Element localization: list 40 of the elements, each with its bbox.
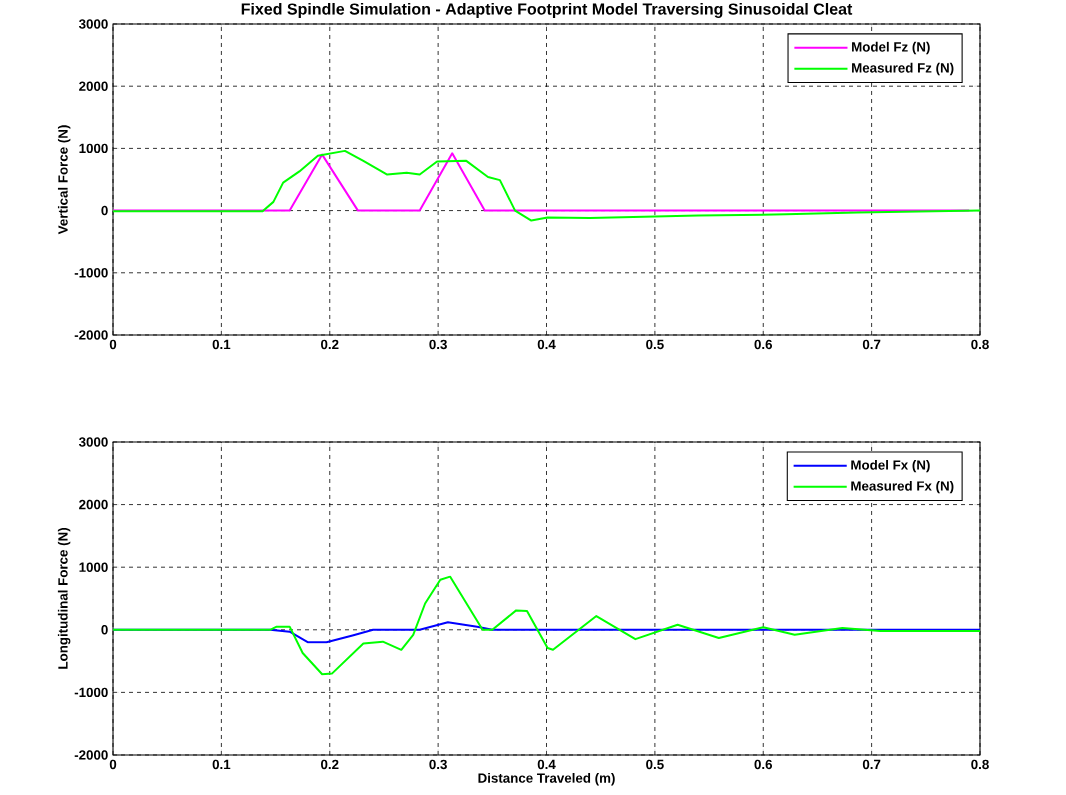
legend-label: Model Fx (N)	[851, 459, 930, 473]
y-axis-title: Vertical Force (N)	[57, 125, 71, 235]
y-tick-label: -2000	[74, 330, 108, 340]
x-tick-label: 0.3	[429, 339, 447, 350]
line-series	[113, 149, 980, 222]
x-tick-label: 0.1	[212, 759, 231, 770]
x-tick-label: 0.7	[862, 339, 881, 350]
x-tick-label: 0.8	[971, 339, 989, 350]
x-tick-label: 0.3	[429, 759, 447, 770]
x-tick-label: 0.4	[537, 339, 556, 350]
y-tick-label: 2000	[79, 499, 108, 510]
y-tick-label: -2000	[74, 750, 108, 760]
y-tick-label: 2000	[79, 81, 108, 91]
legend-label: Measured Fx (N)	[851, 480, 954, 494]
y-tick-label: 1000	[79, 562, 108, 572]
x-tick-label: 0.2	[321, 759, 339, 770]
y-tick-label: 1000	[79, 143, 108, 154]
y-tick-label: 3000	[78, 19, 108, 29]
y-tick-label: -1000	[74, 687, 108, 698]
x-tick-label: 0.6	[754, 339, 773, 350]
y-tick-label: 0	[101, 625, 108, 635]
x-tick-label: 0.8	[971, 759, 989, 770]
x-tick-label: 0.2	[321, 339, 339, 350]
y-tick-label: 3000	[78, 437, 108, 447]
y-tick-label: -1000	[74, 268, 108, 278]
legend-label: Measured Fz (N)	[852, 62, 954, 76]
x-tick-label: 0.7	[862, 759, 881, 770]
legend-label: Model Fz (N)	[852, 41, 930, 55]
x-axis-title: Distance Traveled (m)	[478, 772, 615, 786]
chart-title: Fixed Spindle Simulation - Adaptive Footprint Model Traversing Sinusoidal Cleat	[241, 2, 853, 18]
x-tick-label: 0	[109, 339, 117, 350]
x-tick-label: 0.1	[212, 339, 231, 350]
x-tick-label: 0.5	[646, 759, 664, 770]
x-tick-label: 0.4	[537, 759, 556, 770]
x-tick-label: 0.6	[754, 759, 773, 770]
x-tick-label: 0	[109, 759, 117, 770]
line-series	[113, 575, 980, 676]
x-tick-label: 0.5	[646, 339, 664, 350]
y-axis-title: Longitudinal Force (N)	[57, 528, 71, 669]
y-tick-label: 0	[101, 205, 108, 216]
